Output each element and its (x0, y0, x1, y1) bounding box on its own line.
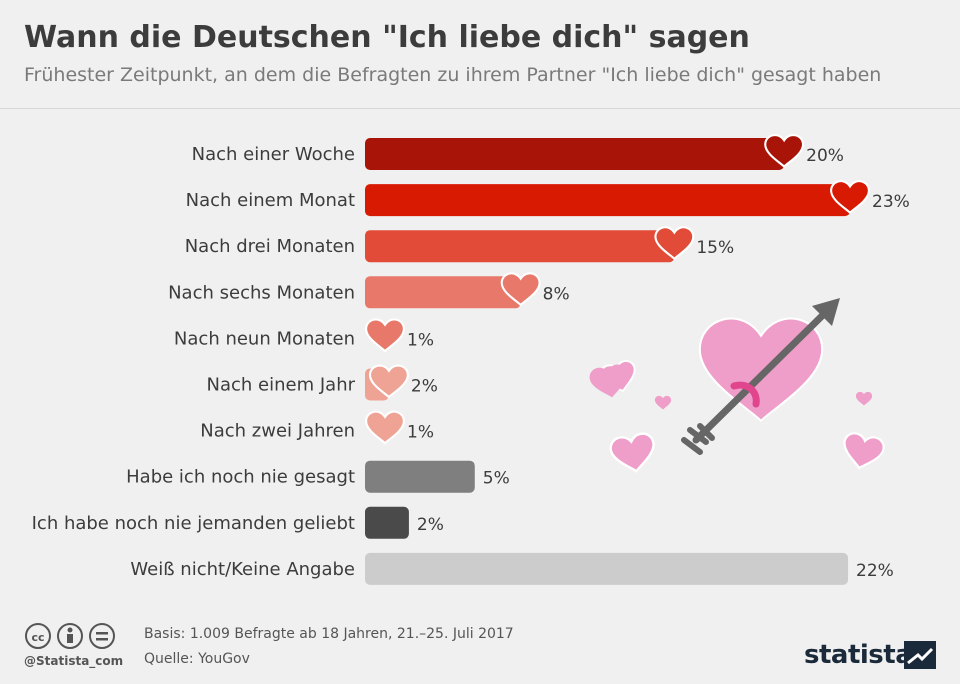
value-label: 15% (696, 238, 734, 258)
category-label: Nach sechs Monaten (168, 282, 355, 303)
heart-icon (838, 430, 887, 474)
heart-icon (654, 395, 672, 410)
category-label: Ich habe noch nie jemanden geliebt (32, 513, 355, 534)
license-icons: cc (25, 623, 115, 649)
bar[interactable] (365, 138, 785, 170)
svg-text:cc: cc (31, 631, 44, 644)
chart-title: Wann die Deutschen "Ich liebe dich" sage… (24, 20, 750, 55)
chart-subtitle: Frühester Zeitpunkt, an dem die Befragte… (24, 64, 882, 86)
bar-chart: Nach einer Woche 20% Nach einem Monat 23% Na… (32, 133, 910, 585)
value-label: 2% (411, 377, 438, 397)
bar[interactable] (365, 460, 475, 493)
value-label: 23% (872, 192, 910, 212)
love-illustration (588, 298, 887, 477)
bar[interactable] (365, 506, 409, 539)
value-label: 8% (543, 284, 570, 304)
bar[interactable] (365, 230, 675, 263)
heart-bar-end-icon (365, 410, 405, 445)
category-label: Habe ich noch nie gesagt (126, 467, 355, 488)
category-label: Nach neun Monaten (174, 328, 355, 349)
attribution-icon (57, 623, 83, 649)
heart-icon (855, 391, 873, 406)
value-label: 1% (407, 330, 434, 350)
value-label: 22% (856, 561, 894, 581)
statista-handle: @Statista_com (24, 654, 124, 668)
bar[interactable] (365, 276, 521, 309)
heart-icon (607, 430, 659, 477)
category-label: Nach einem Jahr (207, 375, 356, 396)
value-label: 5% (483, 469, 510, 489)
category-label: Nach zwei Jahren (200, 421, 355, 442)
creative-commons-icon: cc (25, 623, 51, 649)
value-label: 1% (407, 423, 434, 443)
value-label: 20% (806, 146, 844, 166)
value-label: 2% (417, 515, 444, 535)
footer-basis: Basis: 1.009 Befragte ab 18 Jahren, 21.–… (144, 626, 514, 642)
heart-bar-end-icon (365, 318, 405, 353)
bar[interactable] (365, 552, 849, 585)
category-label: Nach einer Woche (192, 144, 355, 165)
heart-icon (588, 363, 631, 401)
statista-logo-text[interactable]: statista (804, 640, 913, 670)
category-label: Weiß nicht/Keine Angabe (130, 559, 355, 580)
bars-layer: Nach einer Woche 20% Nach einem Monat 23% Na… (32, 133, 910, 585)
arrow-icon (681, 298, 840, 455)
category-label: Nach drei Monaten (185, 236, 355, 257)
footer-source: Quelle: YouGov (144, 651, 250, 667)
no-derivatives-icon (89, 623, 115, 649)
statista-logo-icon[interactable] (904, 641, 936, 669)
bar[interactable] (365, 184, 850, 217)
category-label: Nach einem Monat (186, 190, 355, 211)
header-divider (0, 108, 960, 109)
